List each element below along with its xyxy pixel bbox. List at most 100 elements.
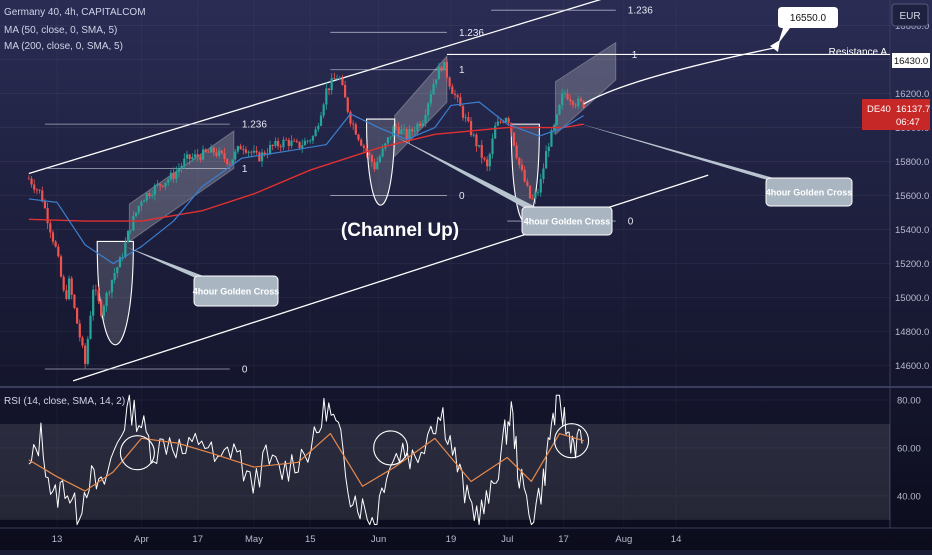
- candle-body[interactable]: [242, 149, 245, 151]
- ma200-line[interactable]: [28, 123, 584, 222]
- projection-box[interactable]: [128, 129, 235, 243]
- candle-body[interactable]: [504, 118, 507, 123]
- candle-body[interactable]: [193, 154, 197, 158]
- candle-body[interactable]: [180, 165, 183, 169]
- candle-body[interactable]: [145, 193, 148, 201]
- candle-body[interactable]: [352, 123, 355, 125]
- candle-body[interactable]: [419, 123, 422, 127]
- candle-body[interactable]: [445, 61, 449, 78]
- candle-body[interactable]: [148, 193, 151, 197]
- candle-body[interactable]: [84, 345, 87, 364]
- golden-cross-callout[interactable]: [193, 275, 279, 307]
- candle-body[interactable]: [172, 172, 175, 180]
- candle-body[interactable]: [177, 168, 181, 172]
- candle-body[interactable]: [59, 256, 63, 277]
- candle-body[interactable]: [62, 276, 65, 291]
- candle-body[interactable]: [210, 147, 213, 153]
- candle-body[interactable]: [46, 208, 49, 224]
- candle-body[interactable]: [293, 140, 296, 142]
- candle-body[interactable]: [263, 152, 266, 155]
- candle-body[interactable]: [30, 178, 33, 185]
- candle-body[interactable]: [81, 337, 84, 346]
- candle-body[interactable]: [298, 141, 301, 149]
- candle-body[interactable]: [571, 101, 574, 105]
- candle-body[interactable]: [311, 136, 315, 141]
- candle-body[interactable]: [164, 182, 167, 187]
- candle-body[interactable]: [443, 61, 446, 71]
- candle-body[interactable]: [258, 152, 261, 162]
- candle-body[interactable]: [325, 88, 328, 105]
- candle-body[interactable]: [365, 147, 368, 153]
- candle-body[interactable]: [397, 126, 400, 135]
- candle-body[interactable]: [338, 78, 341, 80]
- candle-body[interactable]: [550, 130, 553, 147]
- candle-body[interactable]: [536, 192, 540, 194]
- candle-body[interactable]: [201, 149, 205, 160]
- candle-body[interactable]: [427, 103, 430, 116]
- candle-body[interactable]: [392, 126, 395, 137]
- candle-body[interactable]: [143, 200, 146, 202]
- candle-body[interactable]: [478, 145, 481, 147]
- candle-body[interactable]: [494, 125, 497, 139]
- candle-body[interactable]: [129, 230, 132, 232]
- candle-body[interactable]: [531, 198, 534, 200]
- candle-body[interactable]: [448, 77, 451, 87]
- candle-body[interactable]: [65, 290, 68, 300]
- candle-body[interactable]: [67, 278, 71, 300]
- candle-body[interactable]: [480, 145, 483, 158]
- candle-body[interactable]: [290, 140, 293, 146]
- candle-body[interactable]: [440, 66, 443, 71]
- candle-body[interactable]: [507, 118, 510, 123]
- candle-body[interactable]: [295, 140, 298, 142]
- candle-body[interactable]: [317, 125, 320, 130]
- candle-body[interactable]: [260, 152, 264, 162]
- candle-body[interactable]: [413, 130, 416, 132]
- candle-body[interactable]: [346, 97, 349, 112]
- candle-body[interactable]: [491, 138, 494, 155]
- candle-body[interactable]: [137, 205, 140, 213]
- candle-body[interactable]: [389, 136, 392, 138]
- candle-body[interactable]: [185, 154, 189, 159]
- candle-body[interactable]: [327, 88, 331, 91]
- candle-body[interactable]: [110, 280, 114, 293]
- candle-body[interactable]: [301, 145, 304, 149]
- candle-body[interactable]: [515, 145, 518, 158]
- candle-body[interactable]: [574, 104, 577, 106]
- candle-body[interactable]: [169, 172, 172, 180]
- candle-body[interactable]: [239, 146, 242, 150]
- candle-body[interactable]: [545, 151, 548, 169]
- candle-body[interactable]: [35, 189, 38, 191]
- candle-body[interactable]: [344, 84, 347, 98]
- candle-body[interactable]: [496, 121, 499, 126]
- candle-body[interactable]: [86, 338, 89, 364]
- candle-body[interactable]: [175, 171, 178, 180]
- candle-body[interactable]: [499, 121, 502, 123]
- candle-body[interactable]: [100, 300, 103, 317]
- candle-body[interactable]: [579, 98, 583, 101]
- candle-body[interactable]: [376, 161, 379, 170]
- candle-body[interactable]: [488, 154, 491, 167]
- candle-body[interactable]: [429, 94, 432, 104]
- candle-body[interactable]: [226, 158, 229, 165]
- candle-body[interactable]: [520, 164, 524, 170]
- candle-body[interactable]: [277, 140, 280, 147]
- candle-body[interactable]: [435, 79, 438, 84]
- rsi-highlight-circle[interactable]: [119, 435, 155, 471]
- candle-body[interactable]: [153, 185, 156, 195]
- candle-body[interactable]: [341, 78, 344, 85]
- candle-body[interactable]: [335, 78, 339, 80]
- candle-body[interactable]: [116, 267, 119, 274]
- candle-body[interactable]: [134, 212, 138, 216]
- candle-body[interactable]: [405, 129, 408, 139]
- candle-body[interactable]: [159, 183, 162, 186]
- candle-body[interactable]: [54, 241, 57, 247]
- candle-body[interactable]: [330, 78, 333, 91]
- candle-body[interactable]: [268, 144, 272, 154]
- candle-body[interactable]: [97, 290, 100, 301]
- candle-body[interactable]: [563, 93, 566, 95]
- candle-body[interactable]: [437, 66, 440, 80]
- candle-body[interactable]: [467, 117, 470, 122]
- candle-body[interactable]: [322, 104, 325, 116]
- candle-body[interactable]: [126, 231, 130, 243]
